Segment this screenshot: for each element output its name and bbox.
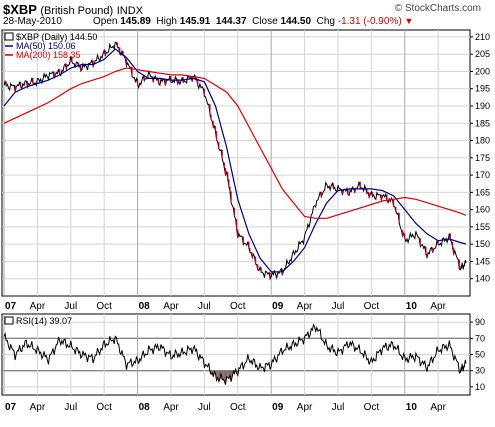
price-x-tick-label: Jul — [64, 301, 77, 312]
brand-logo: © StockCharts.com — [394, 3, 481, 14]
price-x-tick-label: Apr — [163, 301, 179, 312]
rsi-tick-label: 70 — [475, 333, 485, 343]
rsi-x-tick-label: 10 — [406, 402, 418, 413]
price-tick-label: 180 — [475, 136, 490, 146]
high-value: 145.91 — [179, 16, 211, 27]
rsi-series-line — [3, 323, 467, 385]
price-x-tick-label: Apr — [30, 301, 46, 312]
price-tick-label: 170 — [475, 170, 490, 180]
rsi-x-tick-label: Oct — [230, 402, 246, 413]
price-x-tick-label: Oct — [364, 301, 380, 312]
quote-date: 28-May-2010 — [3, 16, 62, 27]
price-x-tick-label: 08 — [139, 301, 151, 312]
low-value: 144.37 — [215, 16, 247, 27]
price-x-tick-label: Apr — [430, 301, 446, 312]
rsi-oversold-fill — [227, 370, 229, 379]
price-x-tick-label: Oct — [230, 301, 246, 312]
price-x-tick-label: Jul — [332, 301, 345, 312]
legend-price: $XBP (Daily) 144.50 — [16, 32, 97, 42]
rsi-oversold-fill — [217, 370, 219, 382]
open-value: 145.89 — [120, 16, 151, 27]
price-tick-label: 165 — [475, 187, 490, 197]
rsi-tick-label: 90 — [475, 317, 485, 327]
price-tick-label: 155 — [475, 222, 490, 232]
rsi-x-tick-label: Oct — [364, 402, 380, 413]
quote-line: Open 145.89 High 145.91 144.37 Close 144… — [93, 16, 414, 27]
rsi-x-tick-label: 09 — [272, 402, 284, 413]
rsi-x-tick-label: Jul — [332, 402, 345, 413]
chart-symbol: $XBP (British Pound) INDX — [3, 2, 144, 17]
exchange: INDX — [116, 5, 144, 17]
price-x-tick-label: Apr — [297, 301, 313, 312]
rsi-oversold-fill — [222, 370, 224, 380]
price-tick-label: 205 — [475, 49, 490, 59]
price-panel-frame — [1, 29, 471, 297]
rsi-tick-label: 50 — [475, 350, 485, 360]
rsi-tick-label: 10 — [475, 382, 485, 392]
rsi-x-tick-label: Jul — [198, 402, 211, 413]
price-x-tick-label: 09 — [272, 301, 284, 312]
price-tick-label: 160 — [475, 205, 490, 215]
legend-swatch-rsi — [4, 316, 14, 325]
price-x-tick-label: 10 — [406, 301, 418, 312]
rsi-oversold-fill — [223, 370, 225, 382]
price-tick-label: 185 — [475, 118, 490, 128]
rsi-x-tick-label: 07 — [5, 402, 17, 413]
change-value: -1.31 (-0.90%) — [337, 16, 402, 27]
ma200-line — [3, 67, 467, 219]
rsi-oversold-fill — [226, 370, 228, 378]
price-tick-label: 190 — [475, 101, 490, 111]
rsi-tick-label: 30 — [475, 366, 485, 376]
price-x-tick-label: Oct — [96, 301, 112, 312]
rsi-x-tick-label: Apr — [297, 402, 313, 413]
rsi-x-tick-label: Apr — [30, 402, 46, 413]
price-tick-label: 200 — [475, 66, 490, 76]
price-x-tick-label: 07 — [5, 301, 17, 312]
legend-swatch-price — [4, 32, 14, 41]
rsi-x-tick-label: 08 — [139, 402, 151, 413]
rsi-x-tick-label: Jul — [64, 402, 77, 413]
down-arrow-icon: ▼ — [404, 16, 414, 26]
ma50-line — [3, 48, 467, 273]
legend-ma50: MA(50) 150.06 — [16, 41, 76, 51]
price-tick-label: 210 — [475, 32, 490, 42]
price-tick-label: 195 — [475, 84, 490, 94]
rsi-x-tick-label: Apr — [163, 402, 179, 413]
price-tick-label: 150 — [475, 239, 490, 249]
legend-rsi: RSI(14) 39.07 — [16, 316, 72, 326]
price-tick-label: 175 — [475, 153, 490, 163]
rsi-x-tick-label: Apr — [430, 402, 446, 413]
instrument-name: (British Pound) — [40, 5, 114, 17]
price-tick-label: 145 — [475, 256, 490, 266]
price-tick-label: 140 — [475, 274, 490, 284]
legend-ma200: MA(200) 158.35 — [16, 50, 81, 60]
rsi-x-tick-label: Oct — [96, 402, 112, 413]
close-value: 144.50 — [280, 16, 312, 27]
price-x-tick-label: Jul — [198, 301, 211, 312]
